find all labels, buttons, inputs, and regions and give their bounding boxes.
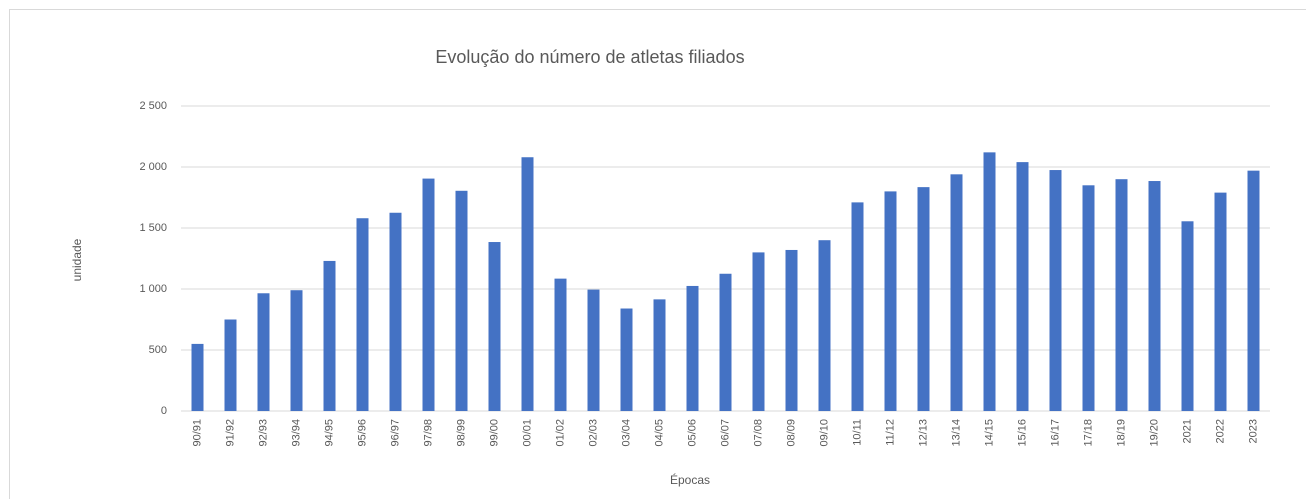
x-tick-label: 01/02 [554,419,566,447]
x-tick-label: 10/11 [851,419,863,446]
bar [719,273,732,411]
x-tick-label: 19/20 [1148,419,1160,447]
bar [686,285,699,411]
bar [488,242,501,411]
x-tick-label: 03/04 [620,419,632,447]
x-tick-label: 09/10 [818,419,830,447]
y-axis-title: unidade [70,238,84,281]
bar [851,202,864,411]
bar [1016,162,1029,411]
x-tick-label: 02/03 [587,419,599,447]
bar [455,190,468,411]
bar [1214,192,1227,411]
bar [917,187,930,411]
x-tick-label: 91/92 [224,419,236,447]
x-tick-label: 15/16 [1016,419,1028,447]
y-tick-label: 1 500 [139,222,167,234]
bar [554,278,567,411]
x-tick-label: 16/17 [1049,419,1061,447]
bar [1148,181,1161,411]
chart-title: Evolução do número de atletas filiados [435,47,744,67]
bar [1082,185,1095,411]
bar [257,293,270,411]
x-tick-label: 17/18 [1082,419,1094,447]
x-tick-label: 90/91 [191,419,203,447]
bar [1247,170,1260,411]
y-tick-label: 0 [161,405,167,417]
x-tick-label: 95/96 [356,419,368,447]
bar [587,289,600,411]
x-tick-label: 98/99 [455,419,467,447]
x-tick-label: 07/08 [752,419,764,447]
bar [950,174,963,411]
bar [323,260,336,411]
bar [983,152,996,412]
x-tick-label: 93/94 [290,419,302,447]
y-tick-label: 500 [149,344,167,356]
bar [191,343,204,411]
bar [818,240,831,411]
bar [1181,221,1194,411]
bar [653,299,666,411]
x-tick-label: 97/98 [422,419,434,447]
x-tick-label: 14/15 [983,419,995,447]
bar [389,212,402,411]
x-tick-label: 00/01 [521,419,533,447]
bar [1115,179,1128,411]
x-tick-label: 13/14 [950,419,962,447]
x-tick-label: 11/12 [884,419,896,446]
y-tick-label: 2 000 [139,161,167,173]
x-tick-label: 05/06 [686,419,698,447]
x-tick-label: 04/05 [653,419,665,447]
bar [356,218,369,411]
bar [884,191,897,411]
x-tick-label: 2022 [1214,419,1226,443]
x-tick-label: 2023 [1247,419,1259,443]
y-tick-label: 2 500 [139,100,167,112]
bar [785,249,798,411]
x-tick-label: 06/07 [719,419,731,447]
x-tick-label: 99/00 [488,419,500,447]
bar [620,308,633,411]
bar [422,178,435,411]
bar [1049,170,1062,411]
x-axis-title: Épocas [670,472,710,487]
x-tick-label: 92/93 [257,419,269,447]
y-tick-label: 1 000 [139,283,167,295]
x-tick-label: 94/95 [323,419,335,447]
x-tick-label: 08/09 [785,419,797,447]
x-tick-label: 96/97 [389,419,401,447]
bar [752,252,765,411]
x-tick-label: 12/13 [917,419,929,447]
x-tick-label: 2021 [1181,419,1193,443]
bar [290,290,303,411]
bar [224,319,237,411]
bar [521,157,534,411]
x-tick-label: 18/19 [1115,419,1127,447]
